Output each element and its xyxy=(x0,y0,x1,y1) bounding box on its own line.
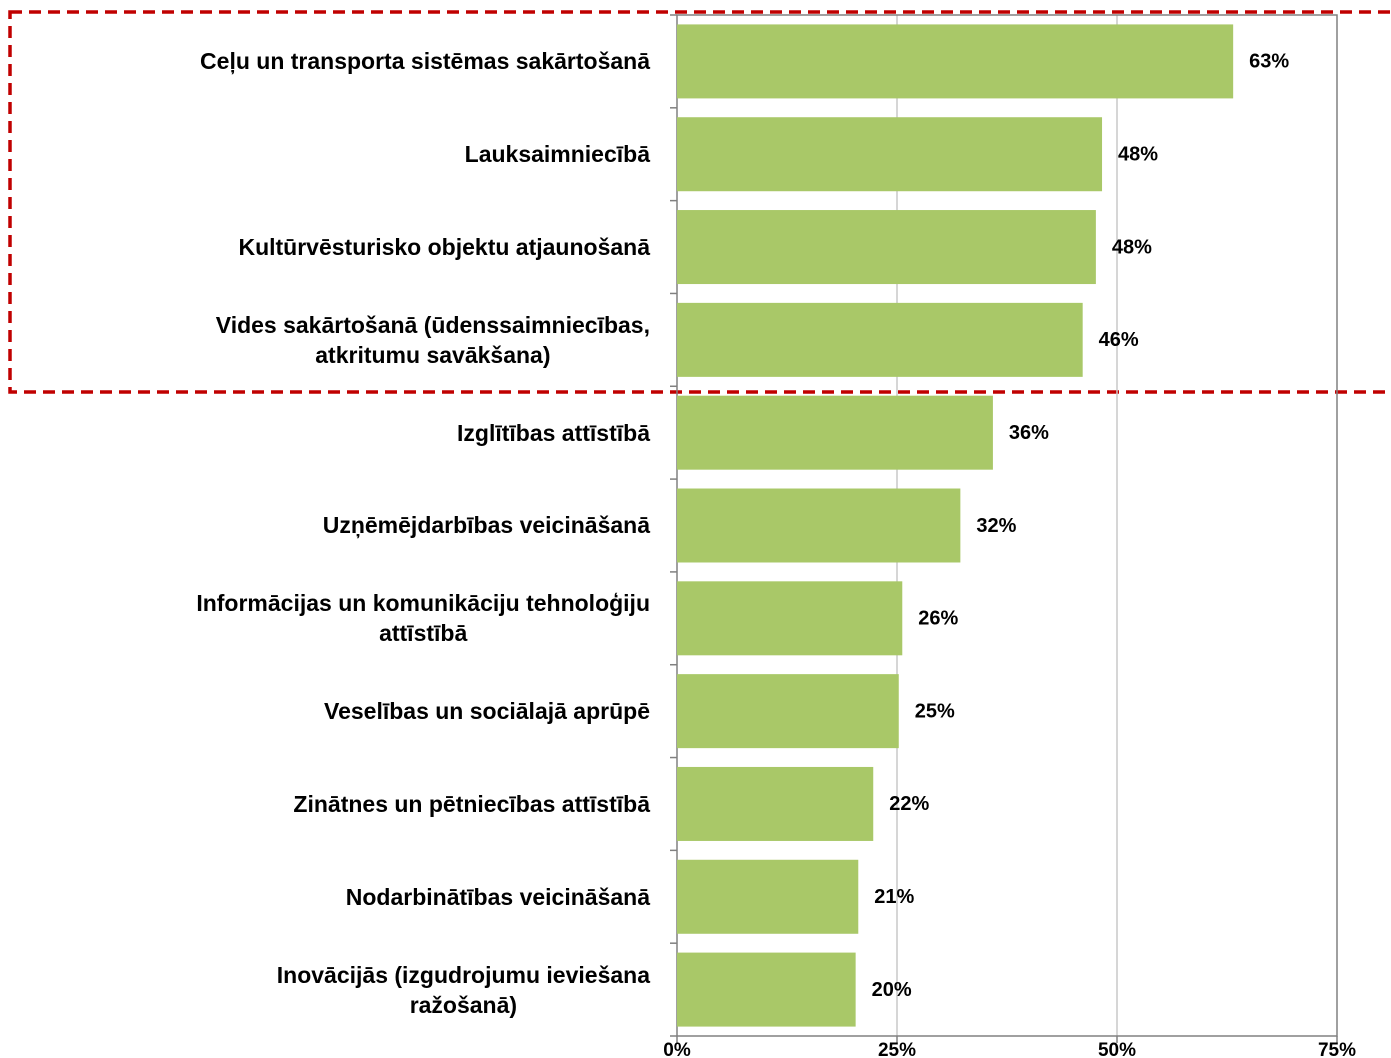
bar xyxy=(677,395,993,470)
bar xyxy=(677,952,856,1027)
category-text: Veselības un sociālajā aprūpē xyxy=(324,698,650,725)
category-text: Inovācijās (izgudrojumu ieviešana ražoša… xyxy=(276,961,650,1018)
bar xyxy=(677,488,961,563)
bar xyxy=(677,302,1083,377)
y-tick-label: Veselības un sociālajā aprūpē xyxy=(20,665,650,758)
y-tick-label: Vides sakārtošanā (ūdenssaimniecības, at… xyxy=(20,293,650,386)
value-label: 63% xyxy=(1249,51,1289,73)
y-tick-label: Kultūrvēsturisko objektu atjaunošanā xyxy=(20,201,650,294)
x-tick-label: 25% xyxy=(878,1040,916,1058)
category-text: Vides sakārtošanā (ūdenssaimniecības, at… xyxy=(215,311,650,368)
value-label: 46% xyxy=(1099,329,1139,351)
value-label: 48% xyxy=(1112,236,1152,258)
y-tick-label: Izglītības attīstībā xyxy=(20,386,650,479)
highlight-box xyxy=(8,10,1391,394)
x-tick-label: 0% xyxy=(663,1040,691,1058)
y-tick-label: Uzņēmējdarbības veicināšanā xyxy=(20,479,650,572)
y-tick-label: Zinātnes un pētniecības attīstībā xyxy=(20,758,650,851)
bar xyxy=(677,581,903,656)
value-label: 26% xyxy=(918,608,958,630)
value-label: 20% xyxy=(872,979,912,1001)
bar xyxy=(677,117,1103,192)
bar xyxy=(677,210,1096,285)
x-tick-label: 75% xyxy=(1318,1040,1356,1058)
value-label: 21% xyxy=(874,886,914,908)
category-text: Informācijas un komunikāciju tehnoloģiju… xyxy=(196,590,650,647)
bar xyxy=(677,766,874,841)
bar xyxy=(677,674,899,749)
category-text: Lauksaimniecībā xyxy=(464,141,650,168)
value-label: 22% xyxy=(889,793,929,815)
category-text: Uzņēmējdarbības veicināšanā xyxy=(322,512,650,539)
category-text: Ceļu un transporta sistēmas sakārtošanā xyxy=(200,48,650,75)
value-label: 32% xyxy=(976,515,1016,537)
y-tick-label: Lauksaimniecībā xyxy=(20,108,650,201)
value-label: 48% xyxy=(1118,144,1158,166)
category-text: Izglītības attīstībā xyxy=(457,419,650,446)
y-tick-label: Informācijas un komunikāciju tehnoloģiju… xyxy=(20,572,650,665)
category-text: Zinātnes un pētniecības attīstībā xyxy=(293,790,650,817)
value-label: 25% xyxy=(915,700,955,722)
y-tick-label: Ceļu un transporta sistēmas sakārtošanā xyxy=(20,15,650,108)
y-tick-label: Inovācijās (izgudrojumu ieviešana ražoša… xyxy=(20,943,650,1036)
bar xyxy=(677,859,859,934)
category-text: Kultūrvēsturisko objektu atjaunošanā xyxy=(238,234,650,261)
category-text: Nodarbinātības veicināšanā xyxy=(345,883,650,910)
x-tick-label: 50% xyxy=(1098,1040,1136,1058)
value-label: 36% xyxy=(1009,422,1049,444)
bar xyxy=(677,24,1234,99)
y-tick-label: Nodarbinātības veicināšanā xyxy=(20,850,650,943)
